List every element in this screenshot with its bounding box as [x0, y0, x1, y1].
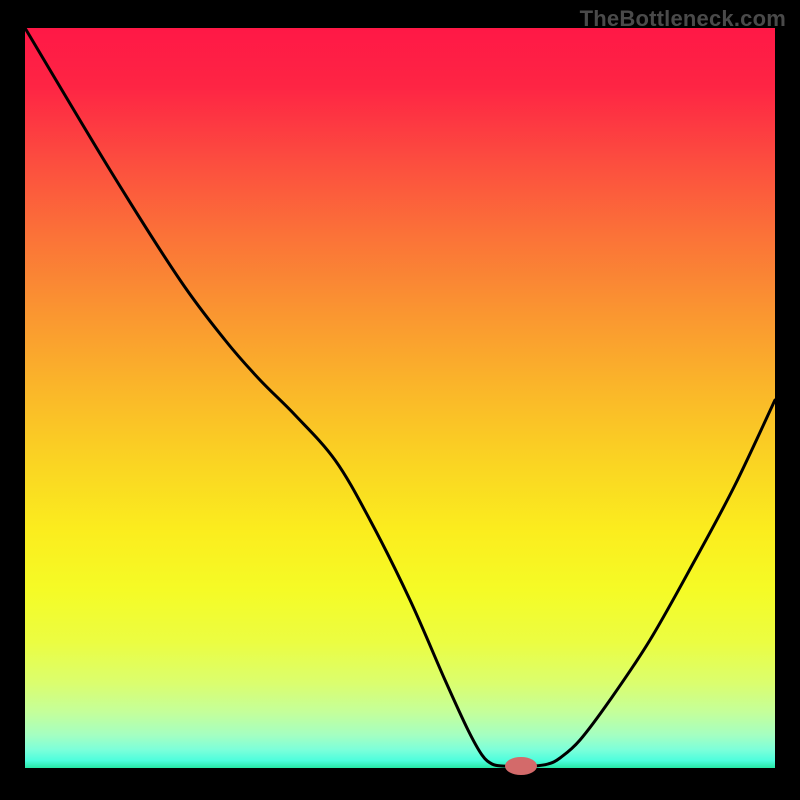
chart-container: TheBottleneck.com [0, 0, 800, 800]
bottleneck-chart [0, 0, 800, 800]
optimal-point-marker [505, 757, 537, 775]
gradient-background [25, 28, 775, 768]
watermark-text: TheBottleneck.com [580, 6, 786, 32]
